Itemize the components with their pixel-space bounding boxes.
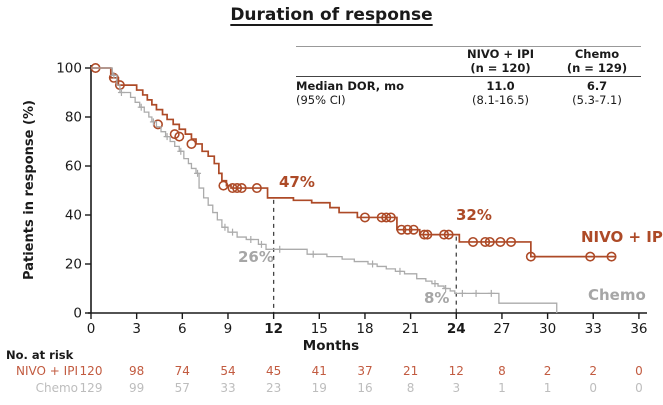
risk-value: 16 <box>357 381 373 395</box>
summary-row-label: Median DOR, mo (95% CI) <box>296 79 405 107</box>
censor-circle <box>525 251 536 262</box>
risk-value: 120 <box>79 364 103 378</box>
censor-circle <box>236 183 247 194</box>
summary-value-nivo: 11.0 (8.1-16.5) <box>471 79 530 107</box>
censor-circle <box>186 138 197 149</box>
censor-circle <box>359 212 370 223</box>
x-tick-label: 18 <box>356 321 373 337</box>
x-tick-label: 30 <box>539 321 556 337</box>
censor-circle <box>443 229 454 240</box>
x-tick-label: 21 <box>402 321 419 337</box>
y-tick-label: 20 <box>65 257 82 273</box>
x-tick-label: 0 <box>87 321 96 337</box>
risk-value: 23 <box>265 381 282 395</box>
summary-col-header-nivo: NIVO + IPI (n = 120) <box>448 46 553 77</box>
risk-table-title: No. at risk <box>6 348 74 362</box>
censor-circle <box>232 183 243 194</box>
annotation-nivo-24m: 32% <box>456 206 492 224</box>
risk-value: 1 <box>498 381 506 395</box>
risk-row-label: Chemo <box>35 381 78 395</box>
censor-circle <box>385 212 396 223</box>
risk-value: 33 <box>220 381 236 395</box>
censor-circle <box>422 229 433 240</box>
risk-value: 129 <box>79 381 103 395</box>
risk-value: 57 <box>174 381 190 395</box>
risk-value: 8 <box>498 364 506 378</box>
risk-value: 99 <box>129 381 145 395</box>
summary-table: NIVO + IPI (n = 120) Chemo (n = 129) Med… <box>296 46 641 107</box>
x-tick-label: 15 <box>311 321 328 337</box>
risk-row-nivo: NIVO + IPI 120 98 74 54 45 41 37 21 12 8 2 2 0 <box>0 364 663 379</box>
risk-value: 2 <box>543 364 552 378</box>
summary-table-corner <box>296 46 448 77</box>
censor-circle <box>396 224 407 235</box>
censor-circle <box>402 224 413 235</box>
censor-circle <box>419 229 430 240</box>
risk-value: 37 <box>357 364 373 378</box>
series-label-chemo: Chemo <box>588 286 646 304</box>
summary-col-header-chemo: Chemo (n = 129) <box>553 46 641 77</box>
x-tick-label: 6 <box>178 321 187 337</box>
risk-value: 8 <box>406 381 415 395</box>
risk-value: 3 <box>452 381 461 395</box>
annotation-nivo-12m: 47% <box>279 173 315 191</box>
censor-circle <box>484 236 495 247</box>
y-tick-label: 0 <box>73 306 82 322</box>
y-tick-label: 80 <box>65 110 82 126</box>
censor-circle <box>468 236 479 247</box>
censor-circle <box>606 251 617 262</box>
page-title: Duration of response <box>230 5 433 25</box>
risk-value: 74 <box>174 364 190 378</box>
risk-value: 21 <box>402 364 419 378</box>
nivo-ipi-curve <box>91 67 617 258</box>
risk-value: 19 <box>311 381 327 395</box>
censor-circle <box>480 236 491 247</box>
x-axis-label: Months <box>303 338 359 354</box>
risk-row-label: NIVO + IPI <box>16 364 78 378</box>
x-tick-label: 36 <box>630 321 647 337</box>
censor-circle <box>585 251 596 262</box>
risk-value: 41 <box>311 364 327 378</box>
chemo-curve <box>91 67 558 313</box>
risk-value: 0 <box>635 364 643 378</box>
censor-circle <box>174 131 185 142</box>
annotation-chemo-24m: 8% <box>424 289 450 307</box>
censor-circle <box>439 229 450 240</box>
censor-circle <box>408 224 419 235</box>
x-tick-label: 3 <box>132 321 141 337</box>
annotation-chemo-12m: 26% <box>238 248 274 266</box>
x-tick-label: 12 <box>264 321 283 337</box>
risk-row-chemo: Chemo 129 99 57 33 23 19 16 8 3 1 1 0 0 <box>0 381 663 396</box>
risk-value: 45 <box>265 364 282 378</box>
y-axis-label: Patients in response (%) <box>22 100 37 280</box>
censor-circle <box>495 236 506 247</box>
y-tick-label: 100 <box>56 61 82 77</box>
risk-value: 0 <box>635 381 643 395</box>
risk-value: 1 <box>543 381 552 395</box>
x-tick-label: 9 <box>224 321 233 337</box>
risk-value: 12 <box>448 364 464 378</box>
y-tick-label: 40 <box>65 208 82 224</box>
x-tick-label: 27 <box>493 321 510 337</box>
censor-circle <box>506 236 517 247</box>
risk-value: 2 <box>589 364 598 378</box>
risk-value: 0 <box>589 381 598 395</box>
censor-circle <box>251 183 262 194</box>
risk-value: 54 <box>220 364 236 378</box>
y-tick-label: 60 <box>65 159 82 175</box>
summary-value-chemo: 6.7 (5.3-7.1) <box>572 79 622 107</box>
censor-circle <box>218 180 229 191</box>
censor-circle <box>381 212 392 223</box>
x-tick-label: 33 <box>585 321 602 337</box>
risk-value: 98 <box>129 364 145 378</box>
series-label-nivo-ipi: NIVO + IPI <box>581 228 663 246</box>
x-tick-label: 24 <box>447 321 466 337</box>
